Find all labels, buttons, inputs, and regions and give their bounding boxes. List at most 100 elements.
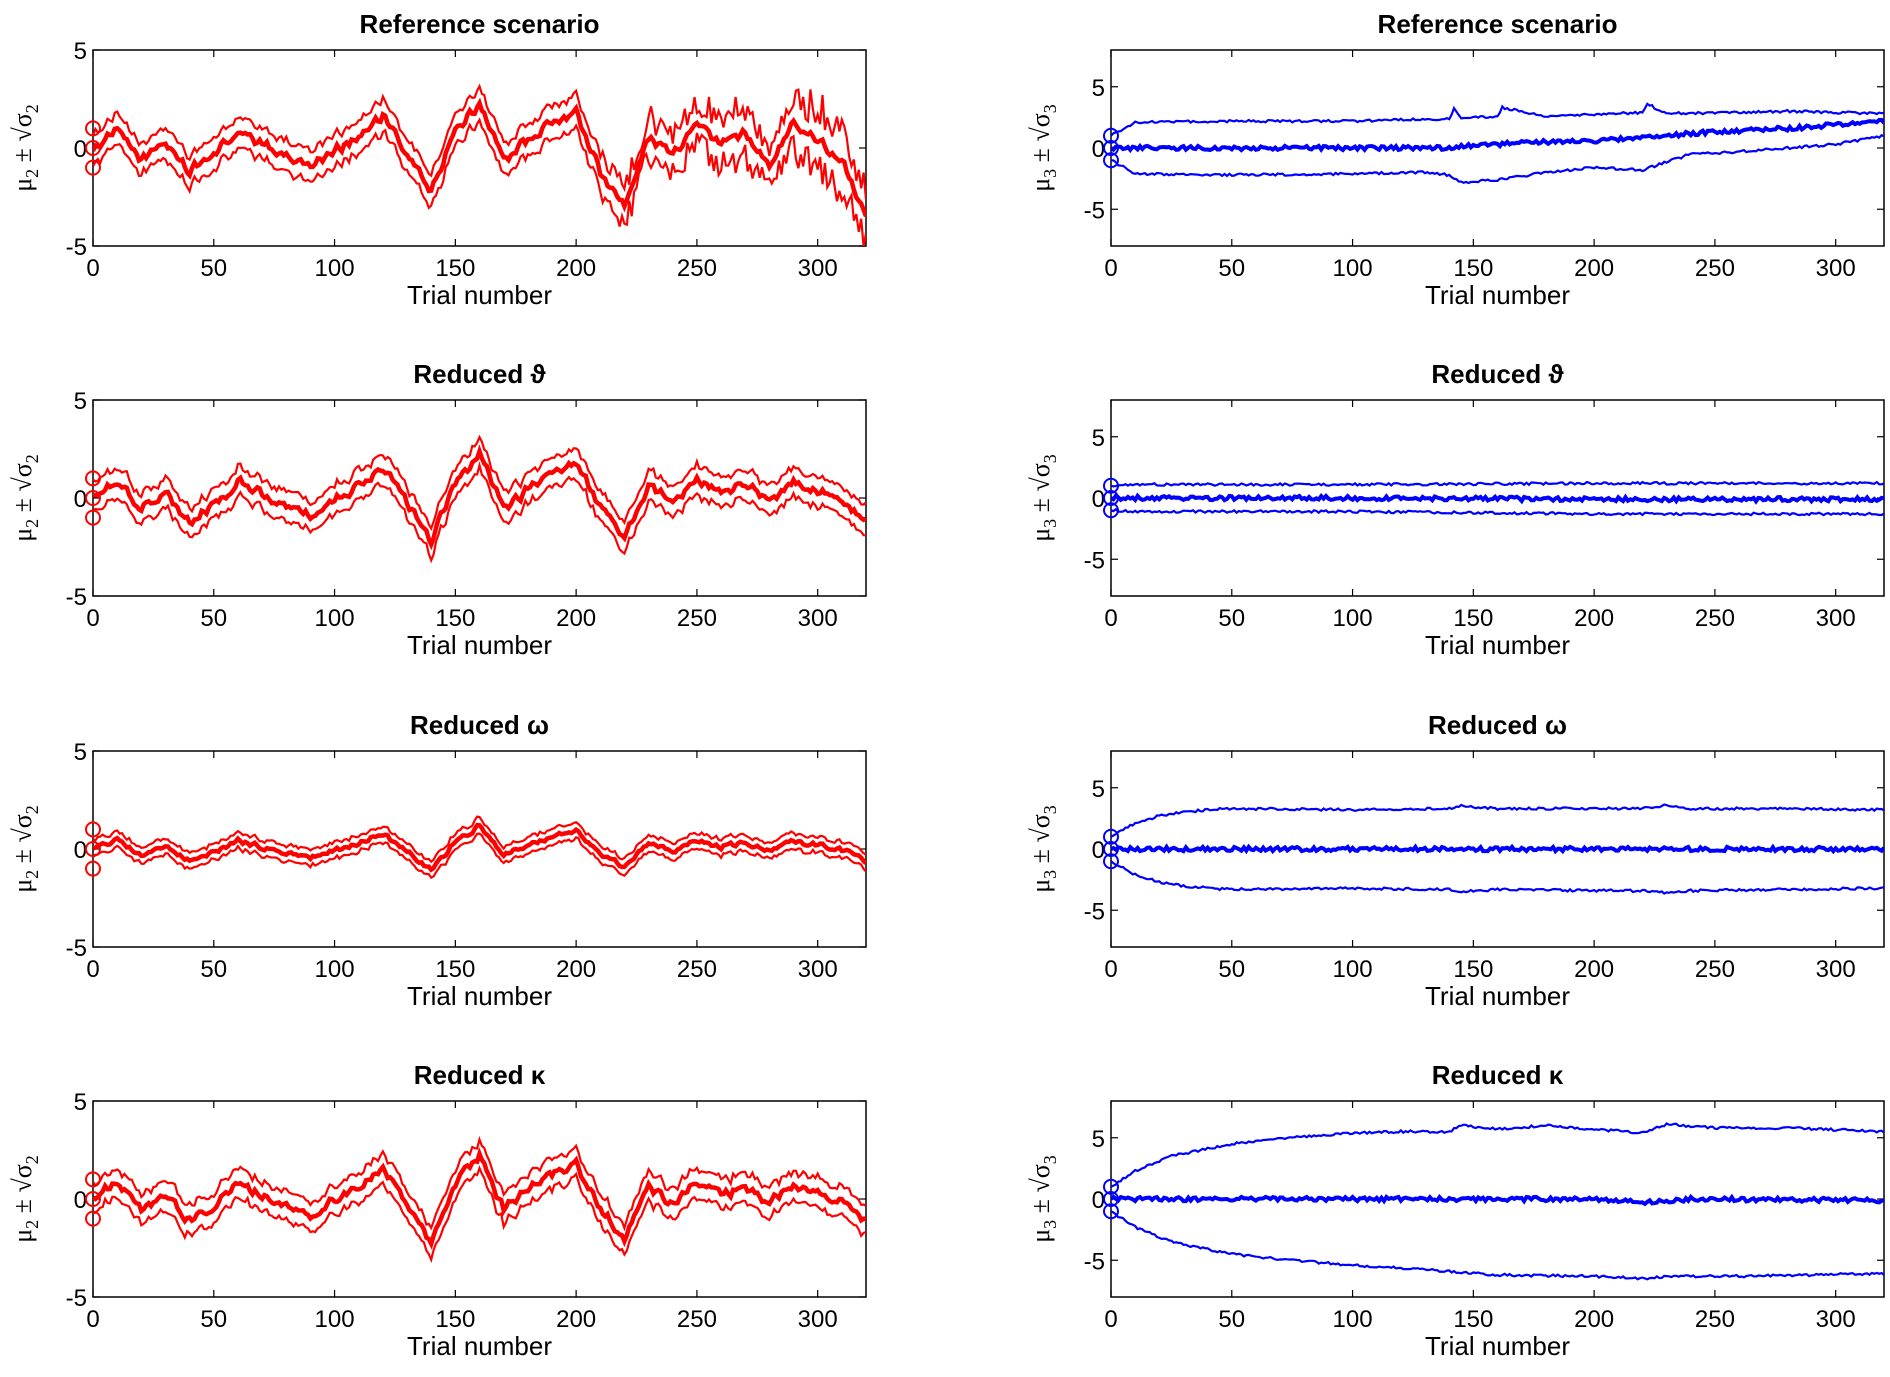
x-axis-label: Trial number xyxy=(407,1331,552,1361)
x-tick-label: 100 xyxy=(315,605,355,632)
subplot-title: Reduced ϑ xyxy=(1431,359,1564,389)
x-tick-label: 150 xyxy=(1453,605,1493,632)
subplot-0-1: Reference scenario 0 50 100 150 200 250 300 -5 0 5… xyxy=(1026,9,1885,310)
x-tick-label: 250 xyxy=(1695,605,1735,632)
x-tick-label: 50 xyxy=(1218,605,1245,632)
x-tick-label: 200 xyxy=(556,1306,596,1333)
subplot-title: Reduced κ xyxy=(414,1060,546,1090)
x-tick-label: 200 xyxy=(556,605,596,632)
x-tick-label: 50 xyxy=(1218,255,1245,282)
initial-marker xyxy=(1103,828,1119,845)
x-tick-label: 0 xyxy=(86,255,99,282)
mean-line xyxy=(1111,1193,1884,1207)
mean-line xyxy=(93,97,866,218)
initial-marker xyxy=(1103,853,1119,870)
y-axis-label: μ3 ± √σ3 xyxy=(1026,454,1060,542)
x-tick-label: 300 xyxy=(798,1306,838,1333)
mean-line xyxy=(1111,843,1884,855)
axes-box xyxy=(92,399,867,597)
x-tick-label: 150 xyxy=(1453,1306,1493,1333)
x-tick-label: 0 xyxy=(86,956,99,983)
x-tick-label: 0 xyxy=(86,605,99,632)
mean-line xyxy=(93,1146,866,1250)
x-tick-label: 100 xyxy=(1333,255,1373,282)
initial-marker xyxy=(85,470,101,487)
x-tick-label: 300 xyxy=(798,605,838,632)
x-tick-label: 300 xyxy=(1816,255,1856,282)
initial-marker xyxy=(1103,1191,1119,1207)
upper-line xyxy=(1111,1122,1884,1188)
x-tick-label: 100 xyxy=(1333,1306,1373,1333)
mean-line xyxy=(93,822,866,873)
y-axis-label: μ2 ± √σ2 xyxy=(8,454,42,542)
plot-area xyxy=(93,1135,866,1264)
lower-line xyxy=(1111,507,1884,517)
x-tick-label: 100 xyxy=(315,956,355,983)
lower-band-line xyxy=(93,461,866,564)
x-tick-label: 150 xyxy=(435,956,475,983)
subplot-title: Reduced ω xyxy=(410,710,549,740)
initial-marker xyxy=(85,1210,101,1227)
y-tick-label: 5 xyxy=(1092,75,1105,102)
subplot-title: Reduced κ xyxy=(1432,1060,1564,1090)
initial-marker xyxy=(1103,152,1119,169)
plot-area xyxy=(1111,102,1884,185)
x-tick-label: 250 xyxy=(1695,956,1735,983)
initial-marker xyxy=(1103,841,1119,857)
x-tick-label: 50 xyxy=(200,1306,227,1333)
x-tick-label: 250 xyxy=(677,1306,717,1333)
y-tick-label: 0 xyxy=(1092,136,1105,163)
x-tick-label: 50 xyxy=(200,956,227,983)
x-tick-label: 100 xyxy=(315,255,355,282)
x-tick-label: 0 xyxy=(1104,605,1117,632)
lower-band-line xyxy=(93,117,866,246)
x-tick-label: 150 xyxy=(435,605,475,632)
upper-band-line xyxy=(93,1135,866,1232)
y-tick-label: 5 xyxy=(1092,776,1105,803)
mean-line xyxy=(93,444,866,551)
upper-line xyxy=(1111,803,1884,838)
y-tick-label: -5 xyxy=(66,1285,87,1312)
subplot-title: Reference scenario xyxy=(1378,9,1618,39)
y-axis-label: μ2 ± √σ2 xyxy=(8,805,42,893)
x-axis-label: Trial number xyxy=(407,981,552,1011)
lower-band-line xyxy=(93,1165,866,1264)
x-axis-label: Trial number xyxy=(1425,981,1570,1011)
upper-band-line xyxy=(93,83,866,200)
mean-line xyxy=(1111,117,1884,154)
y-tick-label: -5 xyxy=(1084,547,1105,574)
y-axis-label: μ3 ± √σ3 xyxy=(1026,1155,1060,1243)
lower-line xyxy=(1111,1210,1884,1281)
plot-area xyxy=(93,83,866,246)
lower-line xyxy=(1111,133,1884,185)
y-tick-label: 5 xyxy=(74,388,87,415)
initial-marker xyxy=(85,120,101,137)
initial-marker xyxy=(1103,490,1119,506)
upper-band-line xyxy=(93,815,866,864)
y-tick-label: -5 xyxy=(66,234,87,261)
upper-line xyxy=(1111,480,1884,488)
x-tick-label: 0 xyxy=(86,1306,99,1333)
y-tick-label: 0 xyxy=(1092,1187,1105,1214)
y-axis-label: μ3 ± √σ3 xyxy=(1026,104,1060,192)
x-tick-label: 300 xyxy=(1816,1306,1856,1333)
x-tick-label: 50 xyxy=(200,605,227,632)
x-tick-label: 250 xyxy=(677,255,717,282)
initial-marker xyxy=(85,841,101,857)
mean-line xyxy=(1111,492,1884,505)
x-tick-label: 150 xyxy=(435,1306,475,1333)
y-axis-label: μ2 ± √σ2 xyxy=(8,104,42,192)
axes-box xyxy=(92,49,867,247)
y-tick-label: -5 xyxy=(66,584,87,611)
x-tick-label: 200 xyxy=(1574,605,1614,632)
y-tick-label: -5 xyxy=(1084,1248,1105,1275)
x-tick-label: 200 xyxy=(556,956,596,983)
subplot-title: Reference scenario xyxy=(360,9,600,39)
x-axis-label: Trial number xyxy=(1425,280,1570,310)
subplot-title: Reduced ϑ xyxy=(413,359,546,389)
x-tick-label: 300 xyxy=(1816,956,1856,983)
